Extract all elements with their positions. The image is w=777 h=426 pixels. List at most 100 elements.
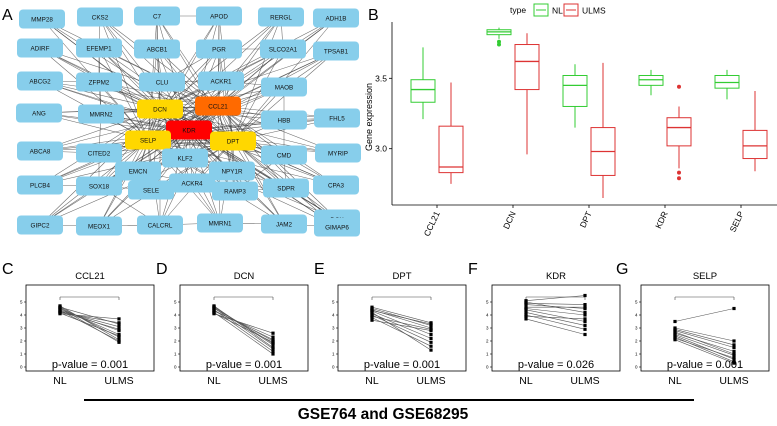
network-edge xyxy=(147,48,158,141)
y-tick-label: 4 xyxy=(635,313,638,318)
node-label: APOD xyxy=(210,14,228,21)
node-label: ABCB1 xyxy=(147,47,168,54)
node-label: DCN xyxy=(153,107,167,114)
x-label-ulms: ULMS xyxy=(416,375,445,387)
y-tick-label: 0 xyxy=(332,365,335,370)
node-box xyxy=(76,143,122,163)
point-ulms xyxy=(583,317,587,321)
pair-line xyxy=(59,306,120,325)
node-label: ANG xyxy=(32,111,46,118)
point-ulms xyxy=(271,349,275,353)
pair-line xyxy=(59,310,120,342)
network-edge xyxy=(217,17,337,107)
pair-line xyxy=(213,312,274,343)
sample-pair xyxy=(370,308,433,326)
node-fhl5: FHL5 xyxy=(314,108,360,128)
network-edge xyxy=(39,47,219,107)
node-box xyxy=(313,41,359,61)
node-sele: SELE xyxy=(128,180,174,200)
node-label: FHL5 xyxy=(329,116,345,123)
point-nl xyxy=(524,300,528,304)
point-ulms xyxy=(429,340,433,344)
node-box xyxy=(77,7,123,27)
point-nl xyxy=(370,310,374,314)
sample-pair xyxy=(212,308,275,342)
box-nl-kdr xyxy=(638,69,664,96)
node-box xyxy=(198,71,244,91)
pair-line xyxy=(674,308,735,322)
point-ulms xyxy=(271,343,275,347)
box-iqr xyxy=(410,79,436,103)
point-nl xyxy=(524,310,528,314)
sample-pair xyxy=(673,306,736,324)
panel-title: CCL21 xyxy=(75,271,105,282)
node-jam2: JAM2 xyxy=(261,214,307,234)
pair-line xyxy=(371,306,432,324)
pair-line xyxy=(674,332,735,352)
node-clu: CLU xyxy=(139,72,185,92)
node-efemp1: EFEMP1 xyxy=(76,38,122,58)
box-outlier xyxy=(677,176,681,181)
pair-line xyxy=(59,308,120,335)
point-ulms xyxy=(429,327,433,331)
network-edge xyxy=(99,16,149,141)
node-ackr4: ACKR4 xyxy=(169,173,215,193)
node-label: KDR xyxy=(182,128,196,135)
boxplot-plot-area: 3.0 3.5 CCL21 DCN DPT KDR SELP xyxy=(375,22,777,238)
box-iqr xyxy=(438,125,464,174)
x-label-nl: NL xyxy=(53,375,67,387)
panel-c: C CCL21 0 1 2 3 4 5 p-value = 0.001 NL ULMS xyxy=(2,261,155,387)
panel-letter-b: B xyxy=(368,7,379,24)
sample-pair xyxy=(673,338,736,365)
pair-line xyxy=(525,295,586,301)
x-tick-label-dcn: DCN xyxy=(501,210,518,231)
node-box xyxy=(134,39,180,59)
point-ulms xyxy=(583,319,587,324)
node-box xyxy=(261,77,307,97)
panel-title: KDR xyxy=(546,271,566,282)
node-box xyxy=(76,176,122,196)
pair-line xyxy=(213,307,274,350)
point-ulms xyxy=(429,348,433,352)
node-box xyxy=(17,141,63,161)
node-hbb: HBB xyxy=(261,110,307,130)
node-plcb4: PLCB4 xyxy=(17,175,63,195)
ppi-network: MMP28 CKS2 C7 APOD RERGL ADH1B ADIRF EFEMP1 ABCB… xyxy=(16,6,361,237)
point-ulms xyxy=(732,352,736,356)
pair-line xyxy=(59,307,120,343)
node-label: CLU xyxy=(156,80,169,87)
y-tick-label: 3 xyxy=(486,326,489,331)
sample-pair xyxy=(212,311,275,344)
point-ulms xyxy=(583,313,587,317)
y-tick-label: 4 xyxy=(20,313,23,318)
node-box xyxy=(314,108,360,128)
node-box xyxy=(76,216,122,236)
point-nl xyxy=(524,303,528,307)
node-gimap6: GIMAP6 xyxy=(314,217,360,237)
y-tick-label: 0 xyxy=(635,365,638,370)
node-label: ZFPM2 xyxy=(89,80,110,87)
node-box xyxy=(17,175,63,195)
node-box xyxy=(16,103,62,123)
pair-line xyxy=(525,314,586,330)
node-label: ABCA8 xyxy=(30,149,51,156)
x-label-ulms: ULMS xyxy=(719,375,748,387)
network-edge xyxy=(39,80,219,107)
footer-dataset-label: GSE764 and GSE68295 xyxy=(298,406,469,423)
point-nl xyxy=(524,317,528,321)
y-tick-label: 3 xyxy=(635,326,638,331)
point-ulms xyxy=(732,339,736,343)
point-ulms xyxy=(117,317,121,321)
node-box xyxy=(315,143,361,163)
network-nodes: MMP28 CKS2 C7 APOD RERGL ADH1B ADIRF EFEMP1 ABCB… xyxy=(16,6,361,237)
plot-frame xyxy=(25,284,155,372)
pair-line xyxy=(674,330,735,348)
node-label: ACKR4 xyxy=(182,181,203,188)
y-tick-label: 1 xyxy=(20,352,23,357)
network-edge xyxy=(39,47,149,141)
y-tick-label: 5 xyxy=(332,300,335,305)
box-ulms-kdr xyxy=(666,84,692,181)
node-gipc2: GIPC2 xyxy=(17,215,63,235)
network-edge xyxy=(41,18,161,110)
panel-letter-c: C xyxy=(2,261,14,278)
